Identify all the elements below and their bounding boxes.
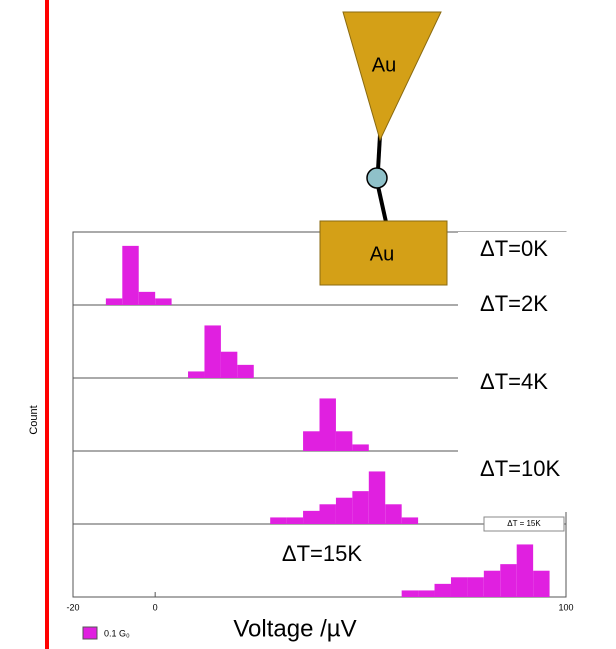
legend-swatch (82, 626, 98, 640)
bar (352, 444, 369, 451)
cover (458, 232, 616, 512)
au-label: Au (372, 54, 396, 76)
bar (418, 590, 435, 597)
x-tick-label: -20 (66, 602, 79, 612)
bar (220, 351, 238, 378)
molecule (366, 167, 388, 189)
bar (368, 471, 386, 524)
bar (270, 517, 287, 524)
wire (376, 185, 388, 223)
panel-label: ΔT=2K (480, 291, 548, 316)
bar (319, 504, 336, 524)
bar (335, 431, 353, 451)
x-tick-label: 0 (153, 602, 158, 612)
au-tip (342, 11, 442, 142)
red-rule (45, 0, 49, 649)
bar (352, 491, 369, 524)
bar (204, 325, 221, 378)
bar (533, 570, 550, 597)
panel-label: ΔT=0K (480, 236, 548, 261)
wire (376, 134, 382, 171)
bar (516, 544, 534, 597)
panel-label: ΔT=15K (282, 541, 362, 566)
x-label: Voltage /µV (233, 615, 356, 642)
bar (122, 245, 139, 305)
panel-label: ΔT=10K (480, 456, 560, 481)
bar (450, 577, 468, 597)
bar (385, 504, 402, 524)
bar (138, 291, 156, 305)
au-electrode (319, 220, 448, 286)
bar (237, 364, 254, 378)
y-label: Count (28, 405, 40, 434)
au-label: Au (370, 243, 394, 265)
bar (303, 431, 320, 451)
bar (483, 570, 501, 597)
bar (303, 510, 320, 524)
inset-box (483, 516, 565, 532)
panel-label: ΔT=4K (480, 369, 548, 394)
bar (467, 577, 484, 597)
x-tick-label: 100 (558, 602, 573, 612)
bar (434, 583, 451, 597)
bar (335, 497, 353, 524)
bar (500, 564, 517, 597)
legend-label: 0.1 G₀ (104, 628, 130, 638)
bar (401, 517, 419, 524)
bar (401, 590, 419, 597)
bar (105, 298, 123, 305)
bar (188, 371, 205, 378)
inset-label: ΔT = 15K (507, 519, 541, 528)
bar (155, 298, 172, 305)
bar (319, 398, 336, 451)
bar (286, 517, 304, 524)
